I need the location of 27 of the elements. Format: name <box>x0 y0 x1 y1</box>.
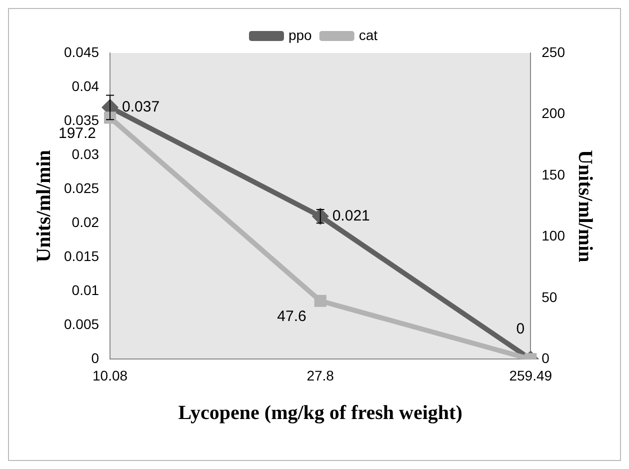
y2-tick-label: 100 <box>542 228 566 244</box>
data-label: 0.037 <box>122 98 160 116</box>
y2-tick-label: 0 <box>542 350 550 366</box>
y2-tick-label: 150 <box>542 166 566 182</box>
legend-label: cat <box>358 26 378 43</box>
x-tick-label: 27.8 <box>306 367 334 384</box>
y-tick-label: 0.03 <box>72 146 100 162</box>
data-label: 0 <box>516 320 525 338</box>
y-tick-label: 0.025 <box>64 180 100 196</box>
data-label: 0.021 <box>332 207 370 224</box>
y-tick-label: 0.02 <box>72 214 100 230</box>
data-label: 47.6 <box>277 308 306 326</box>
y2-tick-label: 200 <box>542 105 566 122</box>
x-tick-label: 10.08 <box>92 367 128 384</box>
y-tick-label: 0.045 <box>64 44 100 60</box>
y-tick-label: 0.015 <box>64 248 100 264</box>
y-tick-label: 0 <box>91 350 100 366</box>
y2-tick-label: 250 <box>542 44 566 60</box>
y-tick-label: 0.005 <box>64 316 100 332</box>
y-tick-label: 0.04 <box>72 78 100 94</box>
y-axis-title: Units/ml/min <box>33 150 56 262</box>
y-tick-label: 0.01 <box>72 282 100 298</box>
legend-label: ppo <box>288 26 312 43</box>
x-axis-title: Lycopene (mg/kg of fresh weight) <box>178 402 462 424</box>
x-tick-label: 259.49 <box>509 367 552 384</box>
y2-axis-title: Units/ml/min <box>574 150 596 262</box>
y2-tick-label: 50 <box>542 288 558 305</box>
